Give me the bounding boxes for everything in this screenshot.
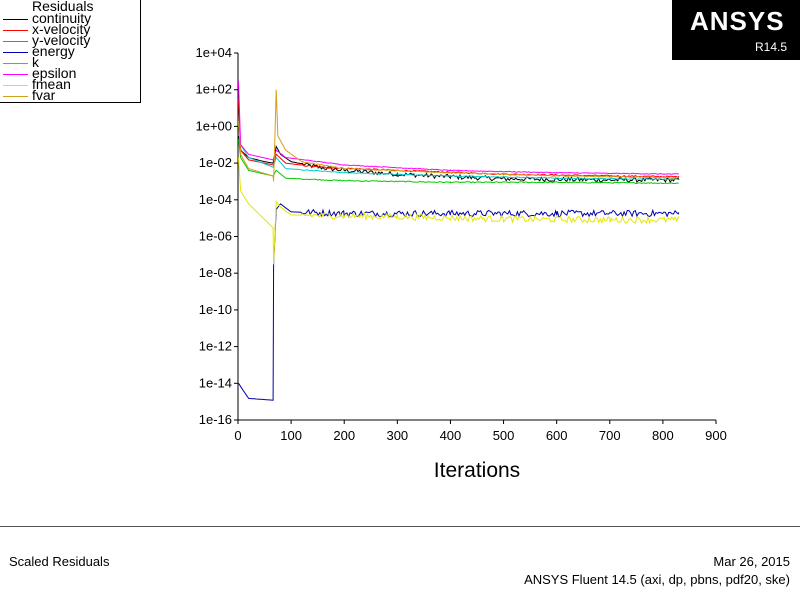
x-tick-label: 600 [546, 428, 568, 443]
legend-label: y-velocity [32, 32, 91, 48]
x-tick-label: 100 [280, 428, 302, 443]
x-tick-label: 700 [599, 428, 621, 443]
y-tick-label: 1e+04 [195, 45, 232, 60]
legend: Residuals continuity x-velocity y-velocity… [0, 0, 141, 103]
legend-item-y-velocity: y-velocity [0, 32, 140, 48]
legend-item-continuity: continuity [0, 10, 140, 26]
series-line-continuity [238, 135, 680, 184]
x-tick-label: 0 [234, 428, 241, 443]
y-tick-label: 1e-16 [199, 412, 232, 427]
legend-item-epsilon: epsilon [0, 65, 140, 81]
legend-label: x-velocity [32, 21, 91, 37]
x-tick-label: 200 [333, 428, 355, 443]
y-tick-label: 1e-10 [199, 302, 232, 317]
series-line-k [238, 123, 679, 181]
residuals-plot: 1e-16 1e-14 1e-12 1e-10 1e-08 1e-06 1e-04 1e-02… [195, 45, 727, 482]
legend-swatch [3, 19, 28, 20]
series-line-fvar [238, 89, 680, 182]
y-tick-label: 1e-02 [199, 155, 232, 170]
series-line-energy [238, 203, 680, 401]
ansys-logo: ANSYS R14.5 [672, 0, 800, 60]
footer-date: Mar 26, 2015 [713, 554, 790, 569]
x-tick-label: 800 [652, 428, 674, 443]
legend-swatch [3, 74, 28, 75]
y-tick-label: 1e-06 [199, 229, 232, 244]
y-tick-label: 1e-08 [199, 265, 232, 280]
legend-swatch [3, 63, 28, 64]
legend-label: fmean [32, 76, 71, 92]
series-line-y-velocity [238, 139, 679, 185]
legend-item-k: k [0, 54, 140, 70]
legend-swatch [3, 41, 28, 42]
legend-label: continuity [32, 10, 92, 26]
legend-swatch [3, 52, 28, 53]
logo-version: R14.5 [755, 40, 788, 54]
logo-brand: ANSYS [690, 6, 785, 36]
legend-swatch [3, 96, 28, 97]
footer-panel: Scaled Residuals Mar 26, 2015 ANSYS Flue… [0, 526, 800, 601]
legend-label: fvar [32, 87, 56, 103]
series-line-x-velocity [238, 99, 680, 179]
y-tick-label: 1e-04 [199, 192, 232, 207]
x-tick-label: 300 [386, 428, 408, 443]
series-line-epsilon [238, 80, 679, 175]
y-tick-label: 1e+02 [195, 82, 232, 97]
x-axis-label: Iterations [434, 459, 520, 482]
x-tick-label: 400 [440, 428, 462, 443]
legend-item-energy: energy [0, 43, 140, 59]
y-tick-label: 1e-14 [199, 375, 232, 390]
y-tick-label: 1e-12 [199, 339, 232, 354]
legend-item-x-velocity: x-velocity [0, 21, 140, 37]
legend-label: k [32, 54, 39, 70]
footer-product-info: ANSYS Fluent 14.5 (axi, dp, pbns, pdf20,… [524, 572, 790, 587]
legend-title: Residuals [32, 0, 94, 14]
x-tick-label: 500 [493, 428, 515, 443]
y-tick-label: 1e+00 [195, 118, 232, 133]
legend-swatch [3, 30, 28, 31]
legend-item-fvar: fvar [0, 87, 140, 103]
series-line-fmean [238, 157, 680, 265]
legend-item-fmean: fmean [0, 76, 140, 92]
legend-label: energy [32, 43, 75, 59]
legend-swatch [3, 85, 28, 86]
legend-label: epsilon [32, 65, 77, 81]
x-tick-label: 900 [705, 428, 727, 443]
footer-plot-name: Scaled Residuals [9, 554, 110, 569]
